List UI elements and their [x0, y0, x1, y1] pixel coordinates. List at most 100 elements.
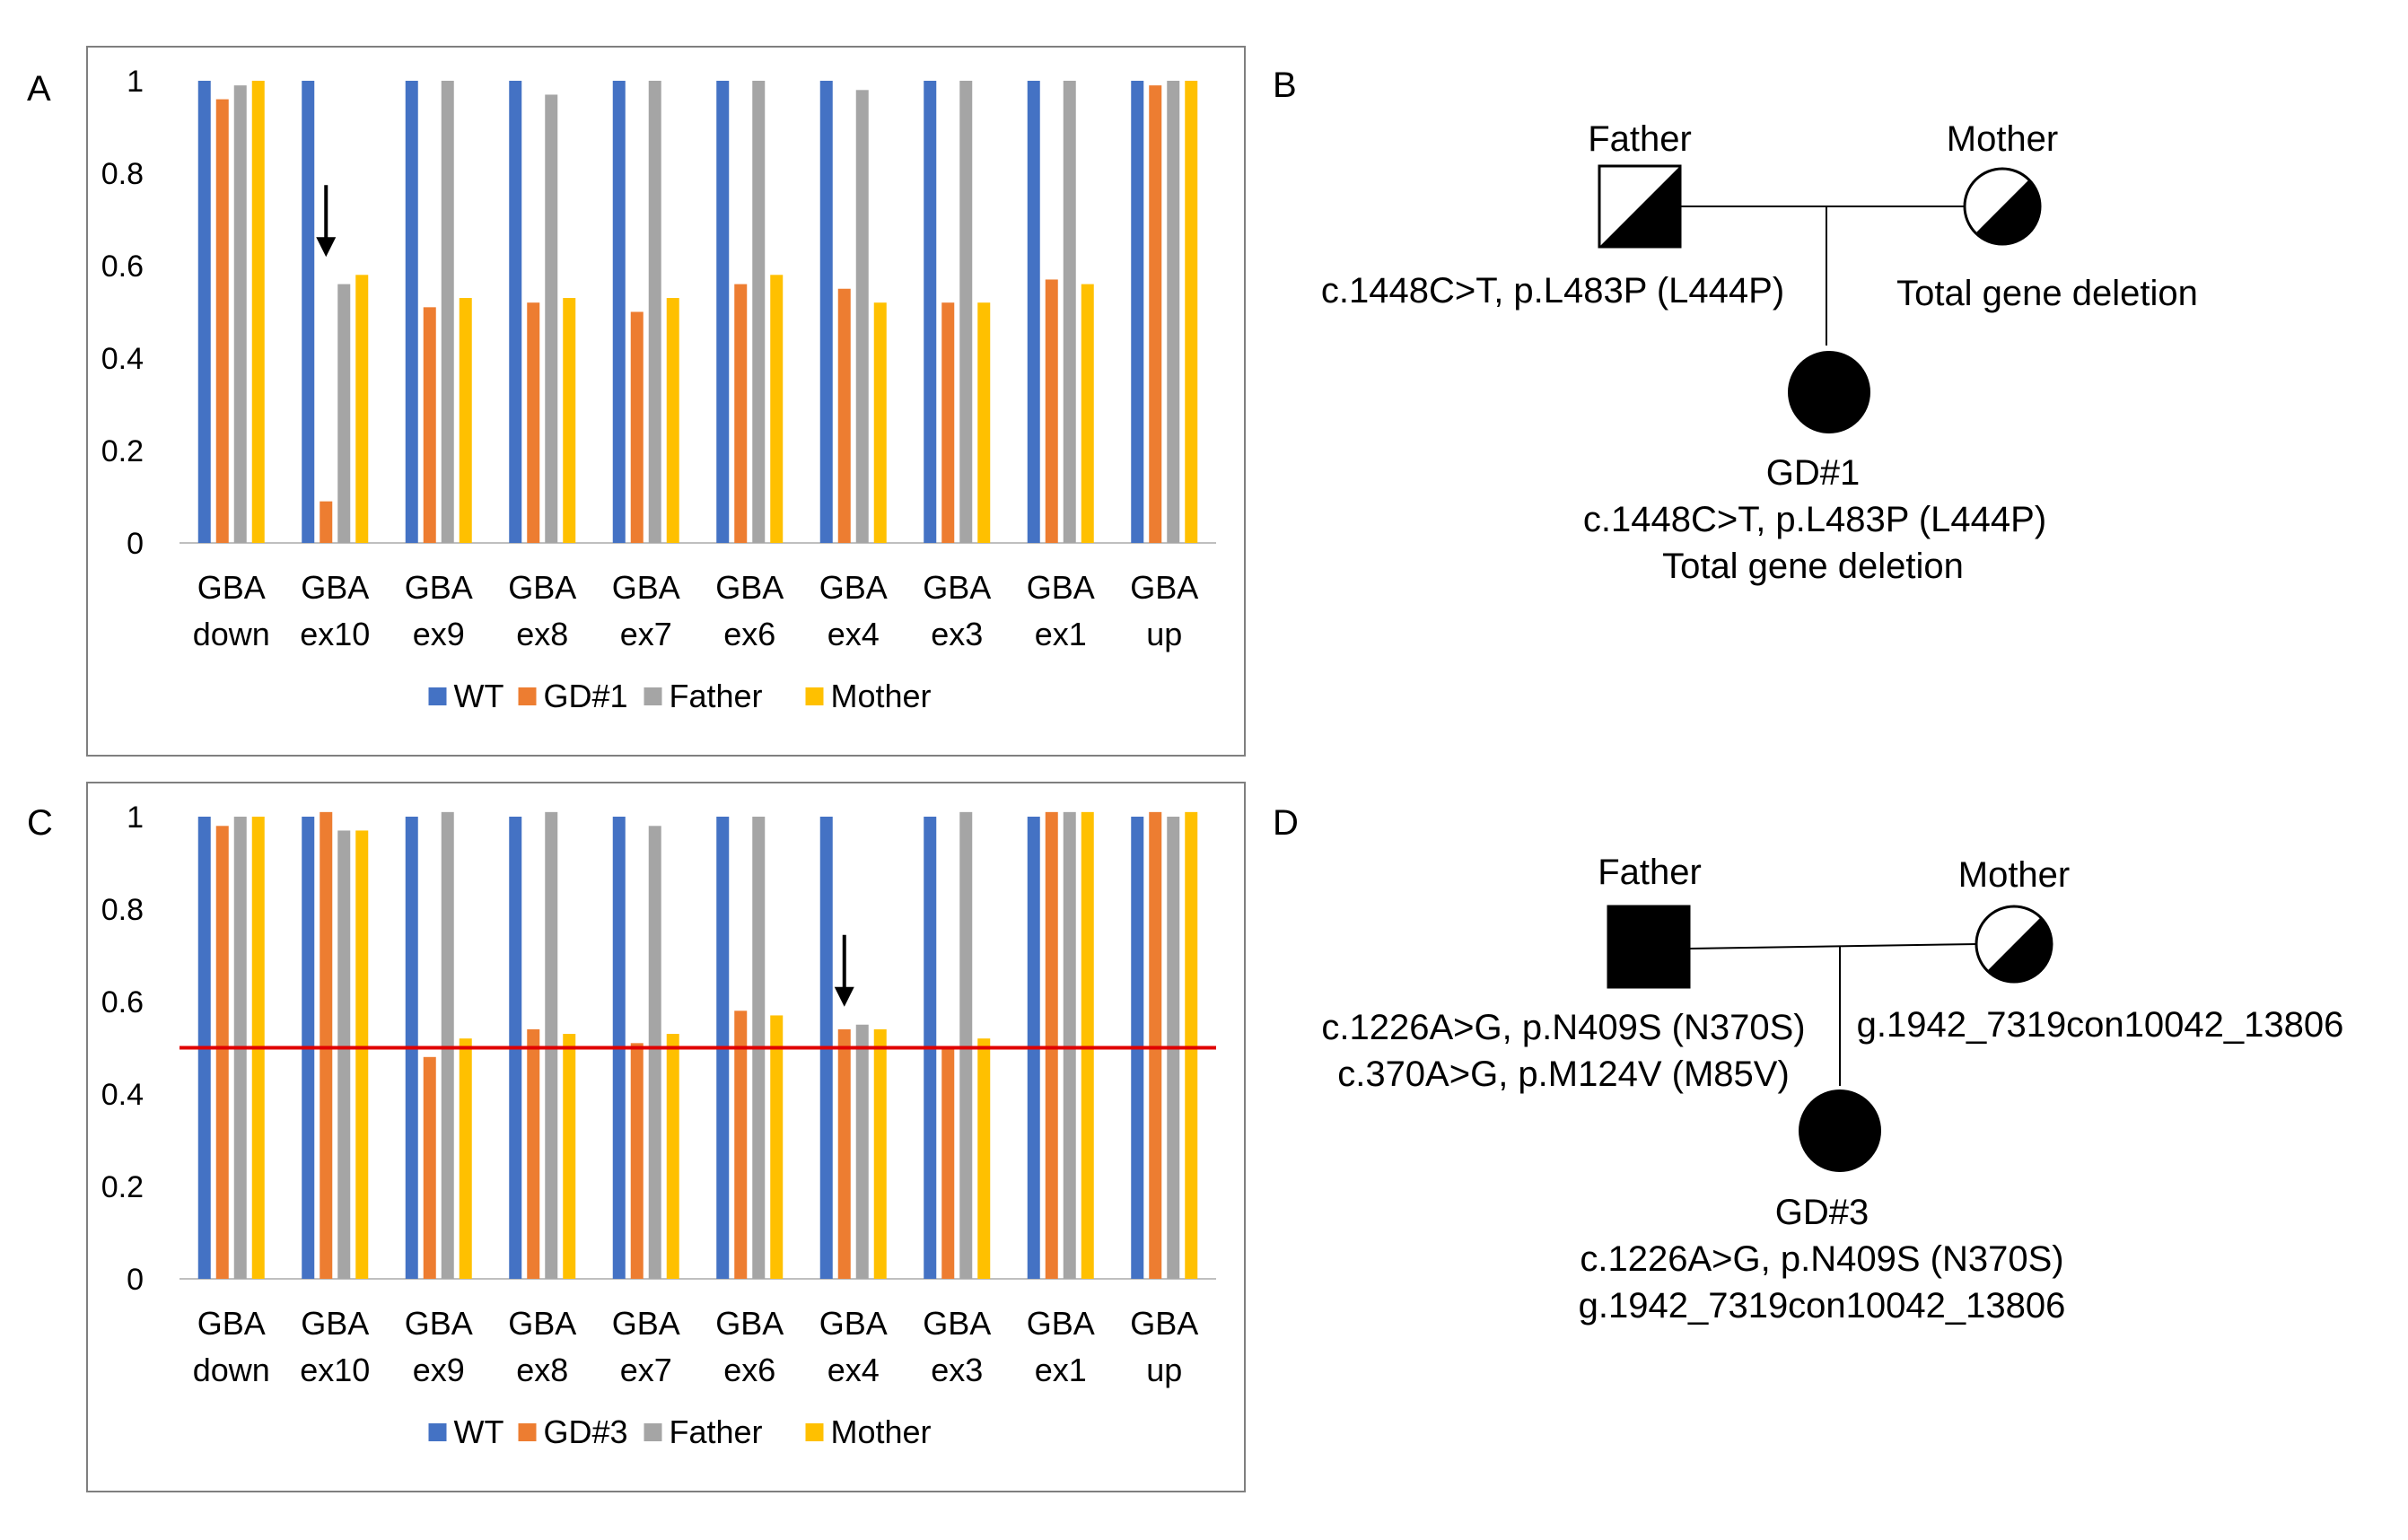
chart-a-y-tick-label: 0.8: [101, 157, 144, 191]
chart-c-x-tick-label: up: [1146, 1352, 1182, 1388]
pedigree-d-child-label: GD#3: [1775, 1193, 1869, 1232]
chart-c-x-tick-label: ex10: [300, 1352, 370, 1388]
chart-a-y-tick-label: 0: [127, 527, 144, 561]
chart-a-legend-label: Father: [670, 678, 763, 714]
chart-c-bars: [180, 811, 1216, 1280]
pedigree-b-child-label: GD#1: [1766, 453, 1861, 493]
chart-a-bar-gd1: [941, 302, 955, 543]
chart-a-x-tick-label: GBA: [197, 569, 266, 606]
chart-a-annotations: [316, 185, 337, 258]
chart-a-bars: [180, 81, 1216, 544]
chart-a-bar-father: [337, 284, 351, 543]
panel-label-d: D: [1273, 803, 1299, 843]
pedigree-b-mother-half-fill: [1975, 179, 2040, 244]
pedigree-b-child-mutation-1: c.1448C>T, p.L483P (L444P): [1583, 500, 2046, 539]
chart-c-y-tick-label: 0.2: [101, 1170, 144, 1204]
chart-a-bar-father: [545, 94, 558, 543]
chart-a-bar-father: [233, 85, 247, 544]
chart-a-y-tick-label: 1: [127, 65, 144, 99]
chart-a-y-tick-label: 0.6: [101, 249, 144, 284]
pedigree-d-father-symbol: [1607, 905, 1691, 989]
pedigree-d-child-symbol: [1799, 1089, 1881, 1172]
pedigree-b-father-mutation: c.1448C>T, p.L483P (L444P): [1321, 271, 1784, 311]
chart-a-x-tick-label: ex10: [300, 616, 370, 652]
pedigree-d-father-mutation-1: c.1226A>G, p.N409S (N370S): [1321, 1008, 1805, 1047]
chart-a-bar-gd1: [1149, 85, 1162, 544]
pedigree-b-father-half-fill: [1599, 166, 1680, 247]
chart-a-bar-gd1: [527, 302, 540, 543]
chart-a-x-tick-label: GBA: [923, 569, 991, 606]
chart-a-bar-mother: [355, 275, 369, 543]
chart-c-legend-swatch: [428, 1423, 447, 1441]
chart-a-bar-gd1: [215, 99, 229, 543]
chart-a-x-tick-label: ex9: [413, 616, 465, 652]
chart-c-legend-swatch: [644, 1423, 662, 1441]
chart-c-bar-mother: [1185, 811, 1198, 1279]
pedigree-d-mother-label: Mother: [1958, 855, 2071, 895]
chart-c-legend-label: Father: [670, 1413, 763, 1450]
pedigree-d-mother-half-fill: [1987, 917, 2052, 982]
chart-a-x-tick-label: ex8: [516, 616, 568, 652]
chart-c-bar-mother: [459, 1038, 472, 1279]
chart-c-x-tick-label: GBA: [715, 1305, 784, 1342]
chart-a-x-tick-label: ex1: [1035, 616, 1087, 652]
chart-c-bar-mother: [355, 830, 369, 1279]
chart-a-bar-mother: [1081, 284, 1094, 543]
chart-c-y-tick-label: 0: [127, 1263, 144, 1297]
chart-a-bar-father: [648, 81, 661, 543]
chart-c-y-tick-label: 0.8: [101, 893, 144, 927]
pedigree-d-father-label: Father: [1598, 853, 1702, 892]
chart-c-x-ticks: GBA down GBA ex10 GBA ex9 GBA ex8 GBA ex7 GBA ex6 GB…: [193, 1305, 1199, 1388]
chart-a-legend-swatch: [644, 687, 662, 705]
chart-c-x-tick-label: GBA: [301, 1305, 369, 1342]
pedigree-d-child-mutation-1: c.1226A>G, p.N409S (N370S): [1580, 1239, 2063, 1279]
chart-a: 0 0.2 0.4 0.6 0.8 1 GBA down GBA ex10 GBA ex9 GBA ex…: [86, 46, 1246, 757]
chart-c-x-tick-label: GBA: [923, 1305, 991, 1342]
chart-a-x-ticks: GBA down GBA ex10 GBA ex9 GBA ex8 GBA ex7 GBA ex6 GB…: [193, 569, 1199, 652]
chart-a-bar-wt: [819, 81, 833, 543]
chart-c-bar-gd3: [837, 1028, 851, 1279]
chart-a-legend-label: GD#1: [544, 678, 628, 714]
pedigree-d-mother-mutation: g.1942_7319con10042_13806: [1857, 1005, 2344, 1045]
chart-c-bar-father: [337, 830, 351, 1279]
chart-a-y-tick-label: 0.2: [101, 434, 144, 468]
chart-c-x-tick-label: ex7: [620, 1352, 672, 1388]
chart-c-x-tick-label: GBA: [405, 1305, 473, 1342]
chart-c-bar-mother: [770, 1015, 784, 1279]
chart-a-x-tick-label: down: [193, 616, 270, 652]
chart-a-bar-gd1: [734, 284, 748, 543]
chart-a-bar-wt: [1131, 81, 1144, 543]
chart-c-y-tick-label: 1: [127, 801, 144, 835]
pedigree-d-father-mutation-2: c.370A>G, p.M124V (M85V): [1337, 1054, 1790, 1094]
chart-a-x-tick-label: GBA: [301, 569, 369, 606]
chart-c-bar-father: [441, 811, 454, 1279]
chart-c-x-tick-label: down: [193, 1352, 270, 1388]
chart-a-bar-mother: [459, 298, 472, 543]
chart-c-bar-gd3: [630, 1043, 644, 1279]
chart-c-x-tick-label: GBA: [1027, 1305, 1095, 1342]
chart-a-legend: WT GD#1 Father Mother: [428, 678, 932, 714]
chart-a-legend-label: WT: [454, 678, 504, 714]
chart-a-bar-mother: [666, 298, 679, 543]
chart-a-bar-wt: [612, 81, 626, 543]
chart-a-legend-label: Mother: [831, 678, 932, 714]
chart-a-x-tick-label: GBA: [405, 569, 473, 606]
chart-a-bar-father: [855, 90, 869, 544]
chart-c-x-tick-label: ex3: [931, 1352, 983, 1388]
chart-a-x-tick-label: GBA: [612, 569, 680, 606]
pedigree-d-marriage-line: [1688, 943, 1977, 949]
chart-c-arrow-head-icon: [834, 986, 854, 1007]
chart-c-y-tick-label: 0.4: [101, 1078, 144, 1112]
chart-a-bar-wt: [405, 81, 418, 543]
chart-a-frame: [86, 46, 1246, 757]
chart-c-legend-label: WT: [454, 1413, 504, 1450]
chart-a-bar-father: [1063, 81, 1076, 543]
chart-a-x-tick-label: up: [1146, 616, 1182, 652]
chart-c-x-tick-label: GBA: [197, 1305, 266, 1342]
panel-label-b: B: [1273, 66, 1297, 105]
chart-a-bar-gd1: [837, 288, 851, 543]
chart-c-bar-father: [959, 811, 973, 1279]
chart-c-x-tick-label: ex6: [723, 1352, 775, 1388]
pedigree-b-child-mutation-2: Total gene deletion: [1662, 547, 1964, 586]
